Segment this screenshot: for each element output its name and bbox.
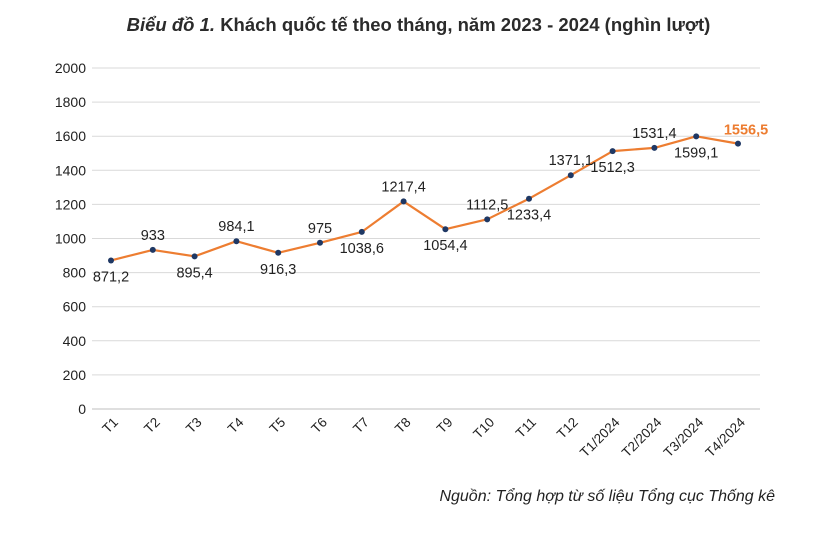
y-tick-label: 600 (63, 299, 87, 315)
x-axis-ticks: T1 T2 T3 T4 T5 T6 T7 T8 T9 T10 T11 T12T1/2024T2/202… (99, 414, 748, 460)
y-tick-label: 1400 (55, 162, 86, 178)
data-label: 916,3 (260, 262, 296, 278)
data-label: 1512,3 (590, 160, 634, 176)
x-tick-label: T9 (434, 415, 456, 437)
data-point (526, 195, 532, 202)
data-point (651, 144, 658, 151)
data-point (693, 133, 700, 140)
x-tick-label: T12 (554, 415, 581, 442)
data-point (484, 216, 491, 223)
x-tick-label: T5 (267, 415, 289, 437)
data-label: 1217,4 (381, 179, 425, 195)
data-label: 1599,1 (674, 145, 718, 161)
data-label: 1371,1 (549, 153, 593, 169)
x-tick-label: T10 (470, 415, 497, 442)
data-point (149, 246, 156, 253)
chart-source: Nguồn: Tổng hợp từ số liệu Tổng cục Thốn… (439, 488, 775, 505)
x-tick-label: T8 (392, 415, 414, 437)
y-axis-ticks: 0 200 400 600 800 1000 1200 1400 1600 1800 2000 (55, 60, 86, 417)
data-label: 975 (308, 221, 332, 237)
x-tick-label: T1/2024 (577, 414, 623, 460)
data-point (735, 140, 741, 147)
data-point (567, 172, 574, 179)
data-point (275, 249, 282, 256)
data-point (358, 228, 365, 235)
data-labels: 871,2 933 895,4 984,1 916,3 975 1038,6 1217,4 10… (93, 123, 768, 286)
data-point (442, 226, 449, 233)
y-tick-label: 800 (63, 265, 87, 281)
x-tick-label: T2/2024 (619, 414, 665, 460)
data-points (108, 133, 741, 264)
x-tick-label: T6 (308, 415, 330, 437)
x-tick-label: T7 (350, 415, 372, 437)
y-tick-label: 200 (63, 367, 87, 383)
y-tick-label: 400 (63, 333, 87, 349)
data-point (317, 239, 323, 246)
chart-title: Biểu đồ 1. Khách quốc tế theo tháng, năm… (0, 14, 837, 36)
data-label: 1531,4 (632, 126, 676, 142)
data-label: 1233,4 (507, 208, 551, 224)
y-tick-label: 0 (78, 401, 86, 417)
y-tick-label: 2000 (55, 60, 86, 76)
y-tick-label: 1800 (55, 94, 86, 110)
data-point (191, 253, 198, 260)
x-tick-label: T4 (225, 414, 247, 436)
x-tick-label: T4/2024 (702, 414, 748, 460)
data-label: 1112,5 (466, 197, 508, 213)
x-tick-label: T3 (183, 415, 205, 437)
y-tick-label: 1600 (55, 128, 86, 144)
x-tick-label: T1 (99, 415, 121, 437)
data-point (400, 198, 407, 205)
data-label: 1038,6 (340, 241, 384, 257)
data-label: 895,4 (176, 265, 212, 281)
data-label: 933 (141, 228, 165, 244)
x-tick-label: T2 (141, 415, 163, 437)
data-label: 984,1 (218, 219, 254, 235)
data-label: 871,2 (93, 269, 129, 285)
gridlines (92, 67, 760, 410)
y-tick-label: 1000 (55, 231, 86, 247)
chart-title-main: Khách quốc tế theo tháng, năm 2023 - 202… (220, 14, 711, 35)
chart-title-prefix: Biểu đồ 1. (126, 14, 216, 35)
data-point (108, 257, 114, 264)
y-tick-label: 1200 (55, 196, 86, 212)
data-point (609, 148, 616, 155)
series-line-group (110, 135, 739, 262)
data-point (233, 238, 240, 245)
data-label: 1556,5 (724, 123, 768, 139)
series-line (110, 135, 739, 262)
x-tick-label: T3/2024 (661, 414, 707, 460)
x-tick-label: T11 (513, 415, 539, 441)
data-label: 1054,4 (423, 238, 467, 254)
